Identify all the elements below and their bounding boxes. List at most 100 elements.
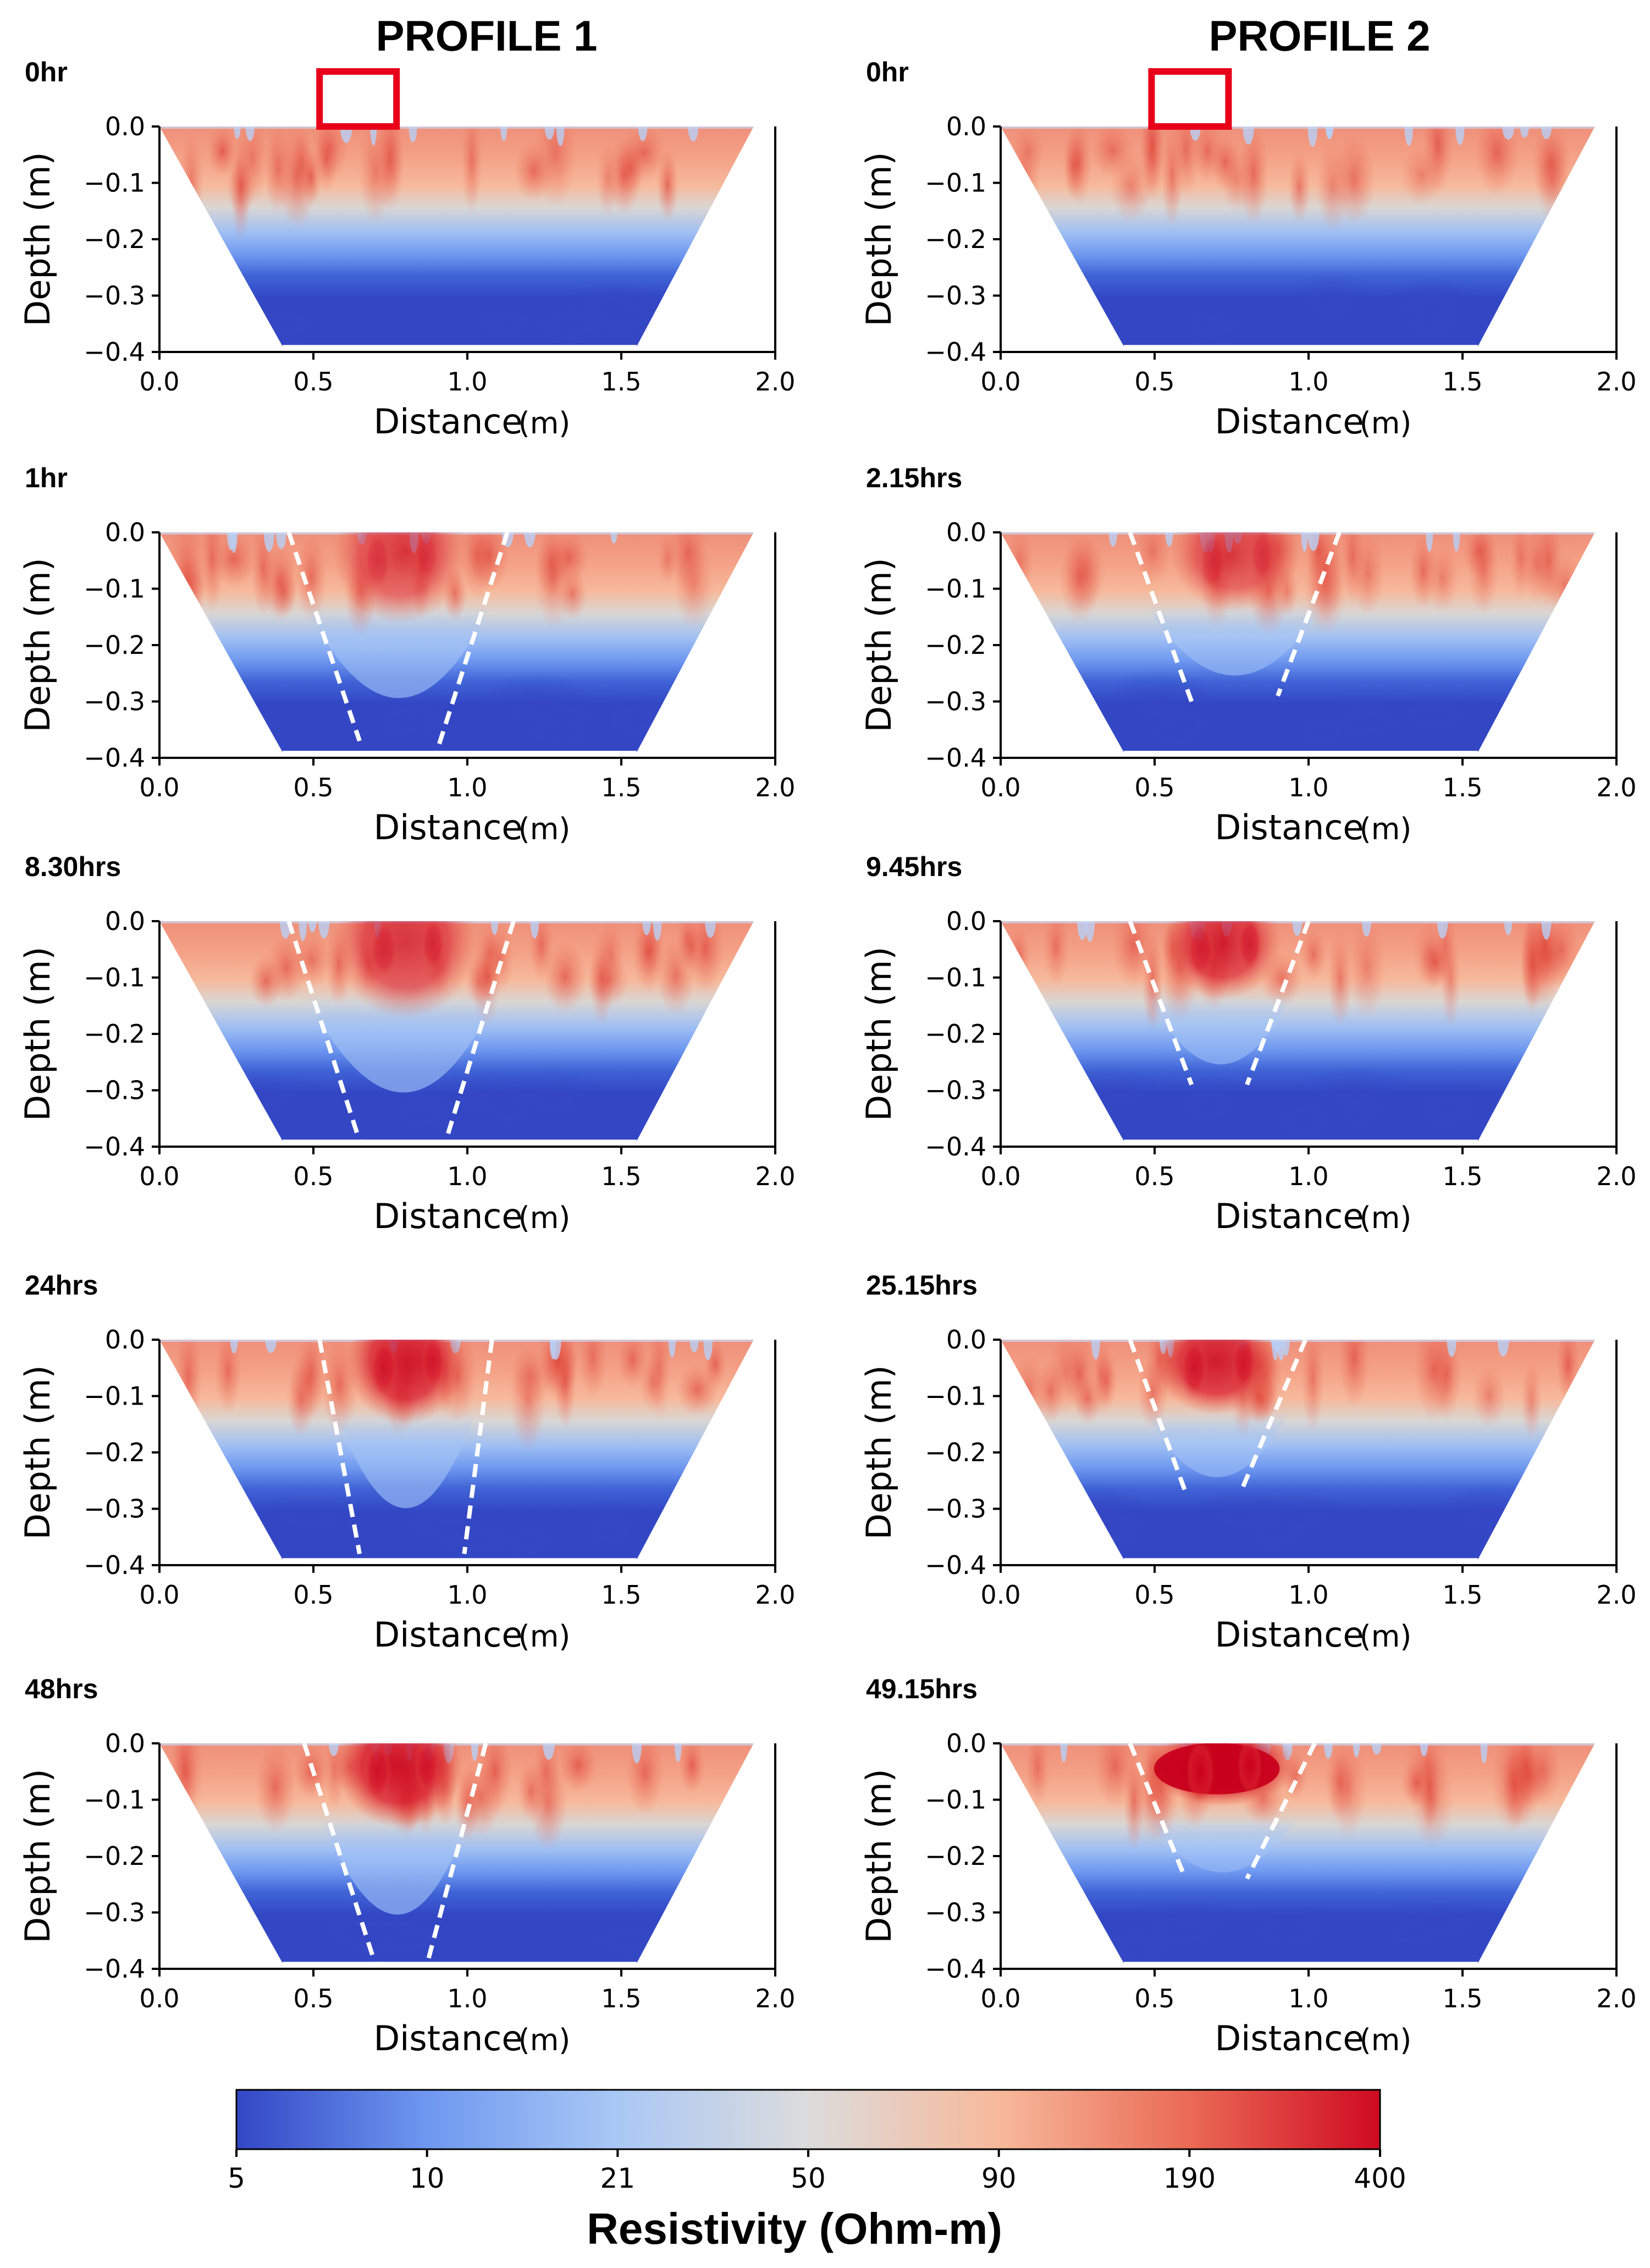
- panels: 0hr 0.0 0.5 1.0 1.5 2.0 0.0 −0.1 −0.2 −0.3 −0.4 Dis…: [18, 57, 1637, 2058]
- x-tick-label: 0.5: [293, 1580, 333, 1610]
- x-tick-label: 1.5: [601, 1161, 641, 1191]
- x-tick-label: 0.0: [980, 1580, 1020, 1610]
- profile-2-title: PROFILE 2: [1208, 12, 1430, 60]
- x-tick-label: 2.0: [1596, 1161, 1636, 1191]
- x-tick-label: 0.0: [139, 367, 179, 397]
- x-tick-label: 1.0: [447, 1161, 487, 1191]
- anomaly-boundary-right: [443, 920, 516, 1142]
- anomaly-boundary-left: [317, 1339, 362, 1555]
- x-tick-label: 0.0: [980, 1984, 1020, 2013]
- x-axis-label: Distance: [373, 401, 522, 442]
- y-tick-label: −0.3: [925, 1494, 986, 1524]
- y-tick-label: −0.3: [84, 1076, 145, 1105]
- y-tick-label: −0.1: [84, 574, 145, 604]
- y-tick-label: −0.3: [925, 687, 986, 717]
- colorbar-title: Resistivity (Ohm-m): [587, 2204, 1002, 2253]
- y-tick-label: −0.3: [84, 1494, 145, 1524]
- panel-time-label: 1hr: [25, 463, 68, 493]
- colorbar-tick-label: 190: [1163, 2162, 1216, 2194]
- panel-time-label: 0hr: [25, 57, 68, 87]
- resistivity-section: [1001, 1743, 1595, 1963]
- x-tick-label: 1.0: [447, 773, 487, 802]
- x-tick-label: 1.5: [1442, 367, 1482, 397]
- y-tick-label: −0.3: [84, 1898, 145, 1928]
- y-tick-label: −0.4: [84, 1954, 145, 1984]
- y-tick-label: −0.2: [925, 630, 986, 660]
- x-tick-label: 1.0: [1288, 1580, 1328, 1610]
- x-tick-label: 0.5: [1134, 1580, 1174, 1610]
- x-tick-label: 0.5: [293, 1984, 333, 2013]
- heatmap-panel: 8.30hrs 0.0 0.5 1.0 1.5 2.0 0.0 −0.1 −0.2 −0.3 −0.…: [18, 851, 796, 1236]
- heatmap-panel: 9.45hrs 0.0 0.5 1.0 1.5 2.0 0.0 −0.1 −0.2 −0.3 −0.…: [859, 851, 1637, 1236]
- resistivity-section: [1001, 126, 1595, 346]
- y-axis-label: Depth (m): [859, 152, 899, 326]
- y-tick-label: 0.0: [105, 1728, 145, 1758]
- y-axis-label: Depth (m): [859, 1365, 899, 1539]
- y-tick-label: −0.1: [925, 963, 986, 993]
- x-axis-label: Distance: [1215, 2018, 1364, 2058]
- y-tick-label: −0.1: [84, 963, 145, 993]
- anomaly-boundary-left: [1128, 1339, 1188, 1493]
- y-axis-label: Depth (m): [18, 1769, 58, 1943]
- y-tick-label: −0.2: [84, 630, 145, 660]
- target-box: [316, 68, 400, 130]
- colorbar-tick-label: 10: [410, 2162, 445, 2194]
- heatmap-panel: 1hr 0.0 0.5 1.0 1.5 2.0 0.0 −0.1 −0.2 −0.3 −0.4 Dis…: [18, 463, 796, 847]
- colorbar-tick-label: 21: [600, 2162, 636, 2194]
- panel-time-label: 25.15hrs: [866, 1270, 978, 1301]
- x-tick-label: 1.0: [1288, 773, 1328, 802]
- y-axis-label: Depth (m): [18, 946, 58, 1121]
- y-tick-label: −0.3: [925, 281, 986, 311]
- y-tick-label: −0.4: [925, 1550, 986, 1580]
- x-tick-label: 1.5: [601, 367, 641, 397]
- x-tick-label: 2.0: [1596, 367, 1636, 397]
- x-tick-label: 1.5: [1442, 1580, 1482, 1610]
- x-tick-label: 1.5: [601, 1580, 641, 1610]
- heatmap-panel: 25.15hrs 0.0 0.5 1.0 1.5 2.0 0.0 −0.1 −0.2 −0.3 −0…: [859, 1270, 1637, 1655]
- y-axis-label: Depth (m): [18, 1365, 58, 1539]
- x-axis-unit: (m): [518, 406, 571, 441]
- anomaly-boundary-left: [1128, 1742, 1188, 1880]
- colorbar-tick-label: 90: [981, 2162, 1017, 2194]
- x-tick-label: 2.0: [755, 773, 795, 802]
- y-tick-label: 0.0: [946, 518, 986, 547]
- y-tick-label: −0.2: [925, 224, 986, 254]
- y-tick-label: −0.4: [925, 337, 986, 367]
- colorbar-tick-label: 50: [791, 2162, 826, 2194]
- x-tick-label: 1.0: [1288, 1984, 1328, 2013]
- resistivity-section: [1001, 1340, 1595, 1560]
- y-tick-label: −0.1: [925, 574, 986, 604]
- anomaly-boundary-right: [1245, 920, 1311, 1086]
- x-tick-label: 2.0: [1596, 773, 1636, 802]
- x-axis-label: Distance: [1215, 807, 1364, 847]
- resistivity-section: [159, 126, 754, 346]
- heatmap-panel: 0hr 0.0 0.5 1.0 1.5 2.0 0.0 −0.1 −0.2 −0.3 −0.4 Dis…: [18, 57, 796, 442]
- panel-time-label: 0hr: [866, 57, 909, 87]
- x-tick-label: 0.5: [1134, 1161, 1174, 1191]
- x-tick-label: 2.0: [1596, 1580, 1636, 1610]
- heatmap-panel: 2.15hrs 0.0 0.5 1.0 1.5 2.0 0.0 −0.1 −0.2 −0.3 −0.…: [859, 463, 1637, 847]
- x-tick-label: 2.0: [755, 1580, 795, 1610]
- x-axis-unit: (m): [1360, 812, 1412, 846]
- y-tick-label: −0.1: [84, 1785, 145, 1815]
- heatmap-panel: 49.15hrs 0.0 0.5 1.0 1.5 2.0 0.0 −0.1 −0.2 −0.3 −0…: [859, 1674, 1637, 2058]
- x-tick-label: 0.5: [293, 1161, 333, 1191]
- y-tick-label: 0.0: [946, 906, 986, 936]
- x-axis-label: Distance: [373, 2018, 522, 2058]
- x-tick-label: 0.0: [139, 773, 179, 802]
- y-tick-label: −0.3: [925, 1898, 986, 1928]
- x-tick-label: 1.5: [1442, 1984, 1482, 2013]
- y-axis-label: Depth (m): [18, 152, 58, 326]
- y-tick-label: 0.0: [946, 1728, 986, 1758]
- x-axis-unit: (m): [518, 1201, 571, 1235]
- x-tick-label: 0.0: [139, 1580, 179, 1610]
- x-axis-label: Distance: [373, 1196, 522, 1236]
- y-tick-label: −0.3: [84, 281, 145, 311]
- y-tick-label: −0.1: [84, 1381, 145, 1411]
- panel-time-label: 24hrs: [25, 1270, 98, 1301]
- x-tick-label: 1.5: [601, 773, 641, 802]
- y-tick-label: −0.4: [925, 1132, 986, 1161]
- x-tick-label: 0.5: [1134, 1984, 1174, 2013]
- y-tick-label: −0.2: [84, 1019, 145, 1049]
